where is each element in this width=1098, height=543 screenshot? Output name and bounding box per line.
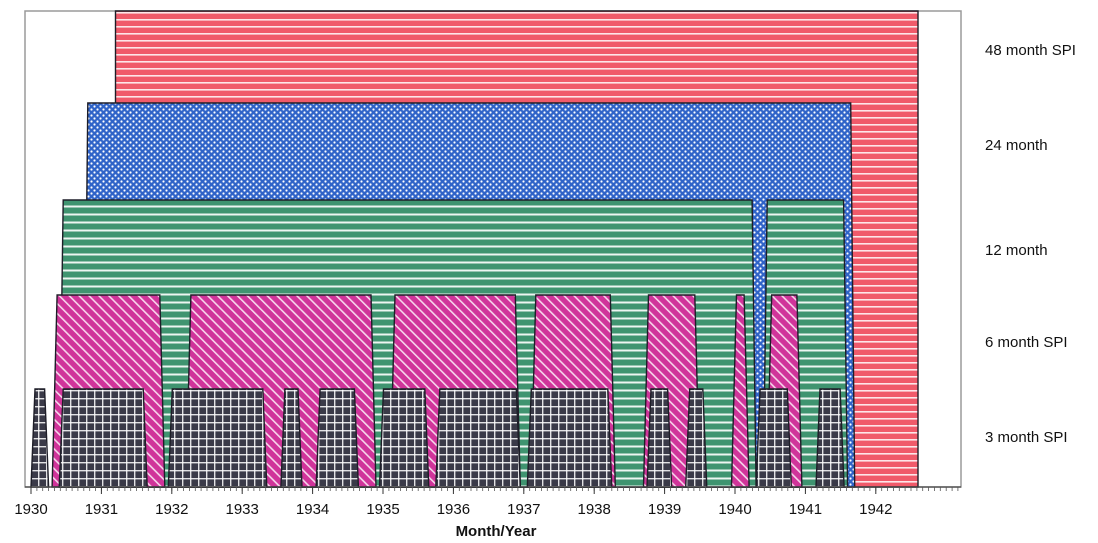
x-tick-label: 1933 <box>226 501 259 518</box>
x-axis-title: Month/Year <box>456 523 537 540</box>
x-tick-label: 1942 <box>859 501 892 518</box>
series-label-4: 6 month SPI <box>985 334 1068 351</box>
series-label-2: 24 month <box>985 137 1048 154</box>
x-tick-label: 1931 <box>85 501 118 518</box>
series-layer <box>30 10 919 488</box>
x-tick-label: 1939 <box>648 501 681 518</box>
drought-period-5-10 <box>684 388 708 488</box>
drought-period-5-2 <box>58 388 148 488</box>
series-label-1: 48 month SPI <box>985 42 1076 59</box>
x-tick-label: 1932 <box>155 501 188 518</box>
series-labels: 48 month SPI 24 month 12 month 6 month SPI 3… <box>985 42 1076 446</box>
drought-period-5-3 <box>167 388 268 488</box>
drought-period-5-4 <box>280 388 303 488</box>
x-tick-label: 1936 <box>437 501 470 518</box>
x-tick-label: 1940 <box>718 501 751 518</box>
x-tick-label: 1937 <box>507 501 540 518</box>
x-tick-label: 1935 <box>366 501 399 518</box>
drought-period-5-5 <box>315 388 360 488</box>
x-tick-label: 1934 <box>296 501 329 518</box>
x-axis: 1930 1931 1932 1933 1934 1935 1936 1937 1938 1939… <box>14 486 961 518</box>
drought-period-5-11 <box>755 388 793 488</box>
drought-period-5-8 <box>526 388 613 488</box>
drought-period-5-6 <box>378 388 430 488</box>
x-tick-label: 1938 <box>578 501 611 518</box>
series-label-3: 12 month <box>985 242 1048 259</box>
drought-period-5-9 <box>646 388 673 488</box>
drought-period-5-1 <box>30 388 50 488</box>
x-tick-label: 1941 <box>789 501 822 518</box>
drought-period-5-7 <box>435 388 522 488</box>
drought-period-5-12 <box>815 388 845 488</box>
series-5 <box>30 388 845 488</box>
series-label-5: 3 month SPI <box>985 429 1068 446</box>
x-tick-label: 1930 <box>14 501 47 518</box>
